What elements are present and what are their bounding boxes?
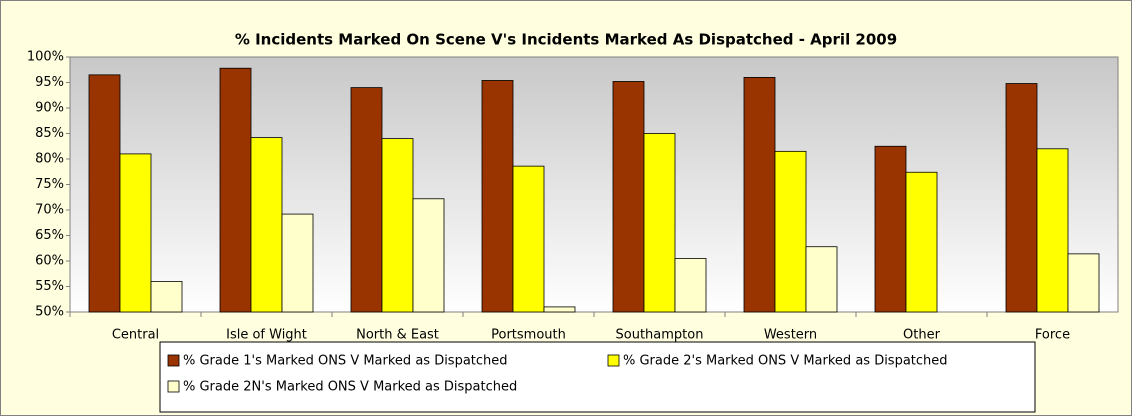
bar [774, 150, 807, 313]
x-tick-label: Force [1035, 328, 1070, 343]
bar [119, 153, 152, 313]
y-tick-label: 60% [35, 254, 64, 269]
bar [543, 306, 576, 313]
y-tick-label: 80% [35, 152, 64, 167]
x-tick-label: Central [112, 328, 159, 343]
legend-swatch [167, 354, 180, 367]
y-tick-label: 85% [35, 126, 64, 141]
y-tick-label: 50% [35, 305, 64, 320]
y-tick-label: 55% [35, 279, 64, 294]
legend-label: % Grade 2N's Marked ONS V Marked as Disp… [183, 380, 517, 395]
y-tick-label: 65% [35, 228, 64, 243]
bar [743, 77, 776, 313]
bar [150, 280, 183, 313]
legend [159, 341, 1036, 413]
x-tick-label: Western [764, 328, 817, 343]
bar [88, 74, 121, 313]
bar [1005, 83, 1038, 313]
bar [281, 213, 314, 313]
bar [381, 138, 414, 313]
bar [674, 258, 707, 313]
bar [805, 246, 838, 313]
x-tick-label: Portsmouth [491, 328, 566, 343]
legend-label: % Grade 2's Marked ONS V Marked as Dispa… [623, 354, 948, 369]
bar [612, 81, 645, 313]
bar [643, 133, 676, 313]
bar [412, 198, 445, 313]
bar [219, 67, 252, 313]
bar [905, 171, 938, 313]
y-tick-label: 75% [35, 177, 64, 192]
bar [250, 137, 283, 313]
bar [350, 87, 383, 313]
x-tick-label: Isle of Wight [226, 328, 307, 343]
bar [874, 145, 907, 313]
bar [512, 165, 545, 313]
bar [1036, 148, 1069, 313]
chart-title: % Incidents Marked On Scene V's Incident… [235, 31, 897, 49]
x-tick-label: Other [903, 328, 941, 343]
x-tick-label: Southampton [616, 328, 704, 343]
y-tick-label: 90% [35, 101, 64, 116]
bar [1067, 253, 1100, 313]
legend-swatch [607, 354, 620, 367]
legend-swatch [167, 380, 180, 393]
bar [481, 80, 514, 313]
y-tick-label: 70% [35, 203, 64, 218]
x-tick-label: North & East [356, 328, 439, 343]
y-tick-label: 95% [35, 75, 64, 90]
y-tick-label: 100% [27, 50, 64, 65]
legend-label: % Grade 1's Marked ONS V Marked as Dispa… [183, 354, 508, 369]
